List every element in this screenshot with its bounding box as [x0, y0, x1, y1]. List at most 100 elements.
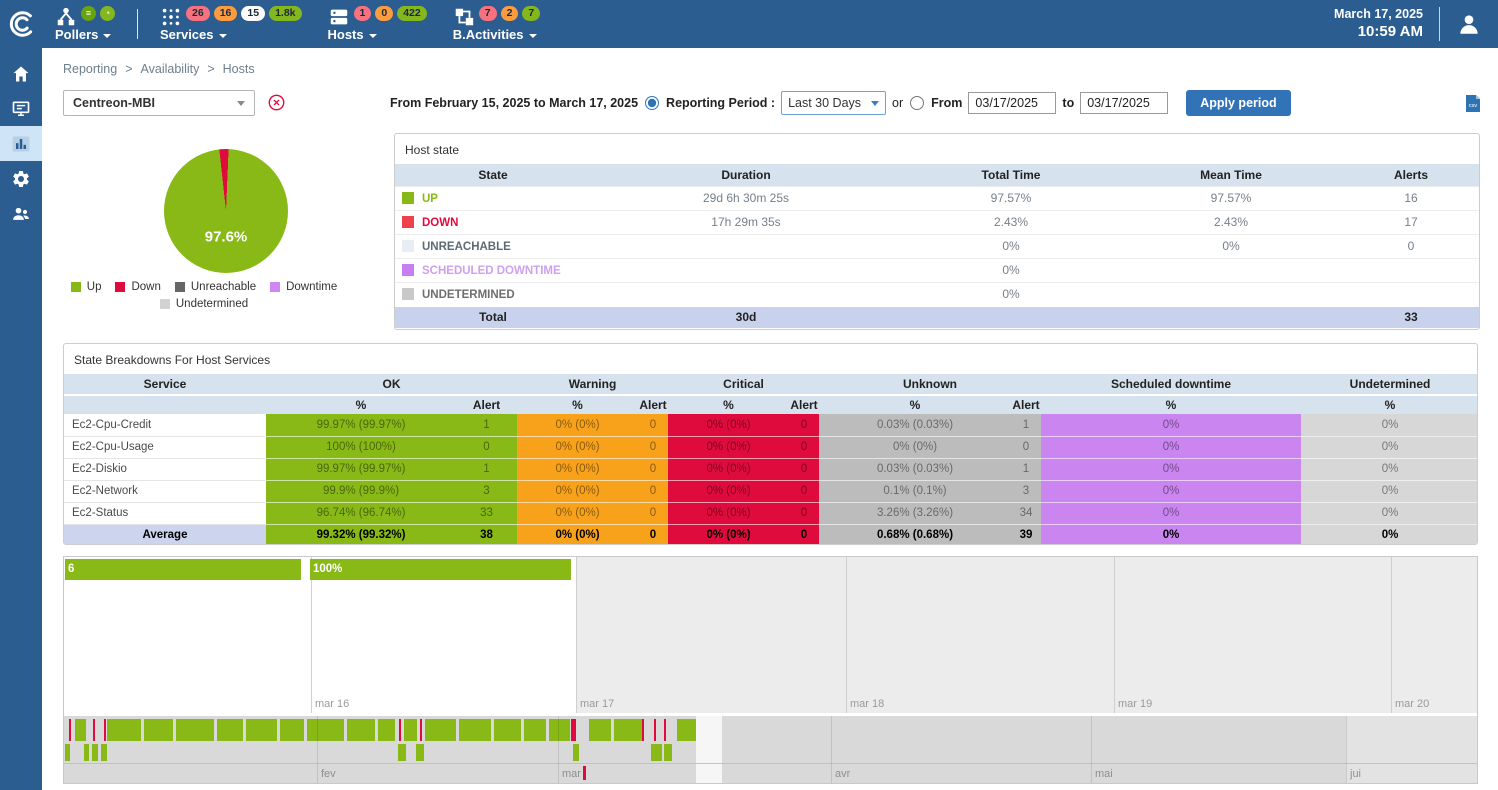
- breakdown-value: 1: [456, 414, 517, 436]
- menu-pollers[interactable]: ≡◔Pollers: [42, 0, 128, 48]
- breakdown-service-name: Ec2-Status: [64, 502, 266, 524]
- hosts-badge-red: 1: [354, 6, 372, 21]
- navigator-up-segment: [524, 719, 546, 741]
- breadcrumb-item-hosts[interactable]: Hosts: [223, 62, 255, 76]
- navigator-month-gridline: [558, 716, 559, 783]
- legend-item-up: Up: [71, 281, 102, 293]
- bd-group-critical: Critical: [668, 374, 819, 395]
- host-col-total-time: Total Time: [901, 164, 1121, 186]
- bd-group-undetermined: Undetermined: [1301, 374, 1478, 395]
- hosts-badge-orange: 0: [375, 6, 393, 21]
- navigator-month-label: mar: [562, 768, 581, 780]
- timeline-day-label: mar 19: [1118, 698, 1152, 710]
- host-state-value: 0%: [901, 234, 1121, 258]
- legend-item-unreachable: Unreachable: [175, 281, 256, 293]
- navigator-downtime-segment: [651, 744, 662, 761]
- breadcrumb-item-reporting[interactable]: Reporting: [63, 62, 117, 76]
- apply-period-button[interactable]: Apply period: [1186, 90, 1290, 116]
- sidebar-item-monitoring[interactable]: [0, 91, 42, 126]
- clear-circle-icon: [268, 94, 285, 111]
- to-date-input[interactable]: [1080, 92, 1168, 114]
- host-state-value: [591, 258, 901, 282]
- sidebar: [0, 48, 42, 790]
- bd-subheader: Alert: [789, 395, 819, 414]
- breakdown-service-name: Ec2-Cpu-Usage: [64, 436, 266, 458]
- host-state-table: StateDurationTotal TimeMean TimeAlerts U…: [395, 164, 1480, 328]
- host-state-name: UP: [395, 186, 591, 210]
- clear-host-filter-button[interactable]: [268, 94, 285, 116]
- legend-label: Undetermined: [176, 298, 248, 310]
- legend-label: Downtime: [286, 281, 337, 293]
- breakdown-value: 99.32% (99.32%): [266, 524, 456, 545]
- bd-subheader: Alert: [456, 395, 517, 414]
- reporting-period-label: Reporting Period :: [666, 96, 775, 110]
- availability-bar: 6: [65, 559, 301, 580]
- availability-timeline-panel: mar 16mar 17mar 18mar 19mar 206100% fevm…: [63, 556, 1478, 784]
- reporting-period-radio[interactable]: [645, 96, 659, 110]
- custom-period-radio[interactable]: [910, 96, 924, 110]
- top-bar: ≡◔Pollers2616151.8kServices10422Hosts727…: [0, 0, 1498, 48]
- breakdown-value: 0% (0%): [668, 436, 789, 458]
- bar-chart-icon: [11, 134, 31, 154]
- breakdown-value: 100% (100%): [266, 436, 456, 458]
- host-state-value: 0%: [1121, 234, 1341, 258]
- navigator-downtime-segment: [416, 744, 424, 761]
- navigator-up-segment: [614, 719, 644, 741]
- export-csv-button[interactable]: csv: [1464, 94, 1482, 118]
- host-state-row: UP29d 6h 30m 25s97.57%97.57%16: [395, 186, 1480, 210]
- user-menu-button[interactable]: [1440, 11, 1498, 37]
- hosts-badge-green: 422: [397, 6, 427, 21]
- host-col-alerts: Alerts: [1341, 164, 1480, 186]
- breakdown-service-name: Ec2-Network: [64, 480, 266, 502]
- breakdown-service-name: Ec2-Diskio: [64, 458, 266, 480]
- sidebar-item-reporting[interactable]: [0, 126, 42, 161]
- host-select[interactable]: Centreon-MBI: [63, 90, 255, 116]
- services-badge-red: 26: [186, 6, 210, 21]
- bd-subheader-empty: [64, 395, 266, 414]
- breakdown-value: 0%: [1041, 414, 1301, 436]
- breakdown-row: Ec2-Diskio99.97% (99.97%)10% (0%)00% (0%…: [64, 458, 1478, 480]
- navigator-month-gridline: [1346, 716, 1347, 783]
- menu-hosts[interactable]: 10422Hosts: [315, 0, 440, 48]
- navigator-up-segment: [176, 719, 214, 741]
- navigator-up-segment: [246, 719, 277, 741]
- breakdown-value: 0: [638, 480, 668, 502]
- timeline-day-label: mar 16: [315, 698, 349, 710]
- navigator-up-segment: [378, 719, 395, 741]
- period-select[interactable]: Last 30 Days: [781, 91, 886, 115]
- navigator-month-label: avr: [835, 768, 850, 780]
- sidebar-item-configuration[interactable]: [0, 161, 42, 196]
- breakdown-service-name: Ec2-Cpu-Credit: [64, 414, 266, 436]
- clock: March 17, 2025 10:59 AM: [1334, 6, 1439, 42]
- top-nav-menus: ≡◔Pollers2616151.8kServices10422Hosts727…: [42, 0, 553, 48]
- navigator-down-segment: [642, 719, 644, 741]
- menu-bactivities[interactable]: 727B.Activities: [440, 0, 554, 48]
- navigator-down-segment: [420, 719, 422, 741]
- sidebar-item-home[interactable]: [0, 56, 42, 91]
- breadcrumb-separator: >: [125, 62, 132, 76]
- timeline-plot: mar 16mar 17mar 18mar 19mar 206100%: [64, 557, 1477, 713]
- from-date-input[interactable]: [968, 92, 1056, 114]
- navigator-downtime-segment: [101, 744, 107, 761]
- host-state-value: [591, 234, 901, 258]
- timeline-day-label: mar 17: [580, 698, 614, 710]
- or-label: or: [892, 96, 903, 110]
- services-badge-white: 15: [241, 6, 265, 21]
- centreon-logo-icon[interactable]: [0, 9, 42, 39]
- breakdown-value: 0: [638, 414, 668, 436]
- navigator-up-segment: [217, 719, 243, 741]
- to-label: to: [1062, 96, 1074, 110]
- host-state-name: SCHEDULED DOWNTIME: [395, 258, 591, 282]
- navigator-downtime-segment: [92, 744, 98, 761]
- breadcrumb-item-availability[interactable]: Availability: [141, 62, 200, 76]
- menu-services[interactable]: 2616151.8kServices: [147, 0, 315, 48]
- breakdown-value: 0: [789, 414, 819, 436]
- breakdown-value: 1: [456, 458, 517, 480]
- from-label: From: [931, 96, 962, 110]
- legend-swatch: [71, 282, 81, 292]
- bd-group-ok: OK: [266, 374, 517, 395]
- timeline-navigator[interactable]: fevmaravrmaijui: [64, 716, 1477, 783]
- breakdown-value: 0% (0%): [517, 414, 638, 436]
- state-swatch: [402, 216, 414, 228]
- sidebar-item-administration[interactable]: [0, 196, 42, 231]
